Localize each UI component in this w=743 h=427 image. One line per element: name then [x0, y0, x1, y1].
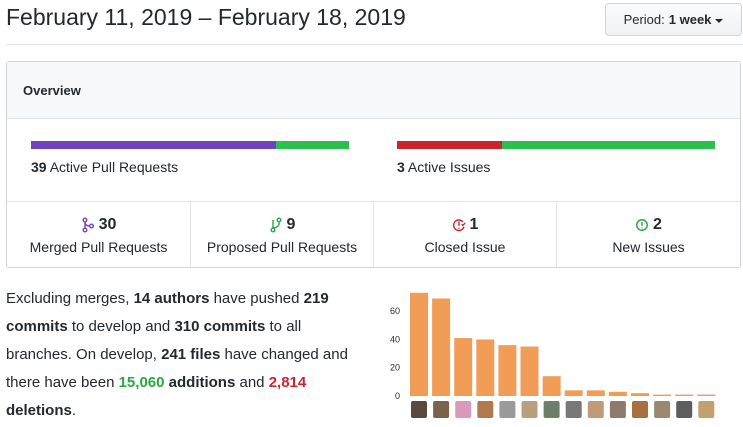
- contributor-avatar[interactable]: [654, 401, 671, 418]
- overview-header: Overview: [7, 62, 740, 119]
- merged-segment: [31, 141, 276, 149]
- summary-text: and: [235, 374, 269, 391]
- contributor-avatar[interactable]: [477, 401, 494, 418]
- stat-count: 2: [653, 216, 662, 233]
- issue-closed-icon: [452, 219, 466, 232]
- contributor-bar[interactable]: [653, 394, 672, 396]
- overview-title: Overview: [23, 82, 81, 98]
- closed-segment: [397, 141, 502, 149]
- stat-proposed-pull-requests[interactable]: 9 Proposed Pull Requests: [191, 202, 374, 267]
- contributors-bar-chart: 0 20 40 60: [390, 292, 716, 418]
- stat-label: New Issues: [612, 239, 685, 255]
- contributor-bar[interactable]: [608, 391, 627, 396]
- period-label: Period:: [623, 12, 665, 27]
- contributor-bar[interactable]: [520, 346, 539, 396]
- summary-text: have pushed: [209, 290, 304, 307]
- page-title: February 11, 2019 – February 18, 2019: [6, 4, 406, 30]
- contributor-bar[interactable]: [454, 338, 473, 396]
- contributor-avatar[interactable]: [632, 401, 648, 418]
- contributor-avatar[interactable]: [433, 401, 450, 418]
- y-tick-label: 60: [390, 306, 400, 316]
- activity-bars-row: 39 Active Pull Requests 3 Active Issues: [7, 119, 740, 202]
- contributor-avatar[interactable]: [499, 401, 516, 418]
- commits-develop-count: 219 commits: [6, 290, 329, 335]
- active-issues-label[interactable]: 3 Active Issues: [397, 159, 490, 175]
- stat-new-issues[interactable]: 2 New Issues: [557, 202, 740, 267]
- stat-closed-issue[interactable]: 1 Closed Issue: [374, 202, 557, 267]
- y-tick-label: 0: [395, 391, 400, 401]
- deletions-count: 2,814: [268, 374, 307, 391]
- contributor-bar[interactable]: [476, 339, 495, 396]
- files-count: 241 files: [161, 346, 221, 363]
- summary-text: to all branches. On develop,: [6, 318, 302, 363]
- issues-progress-bar[interactable]: [397, 141, 715, 149]
- additions-label: additions: [164, 374, 236, 391]
- contributor-avatar[interactable]: [521, 401, 538, 418]
- commits-all-count: 310 commits: [174, 318, 266, 335]
- stat-count: 9: [286, 216, 296, 233]
- additions-count: 15,060: [118, 374, 165, 391]
- git-merge-icon: [82, 217, 94, 233]
- contributor-bar[interactable]: [542, 376, 561, 396]
- period-dropdown-button[interactable]: Period: 1 week: [605, 3, 742, 36]
- active-issues-text: Active Issues: [407, 159, 491, 175]
- open-segment: [501, 141, 715, 149]
- divider: [6, 44, 743, 45]
- contributor-avatar[interactable]: [411, 401, 427, 418]
- caret-down-icon: [715, 18, 724, 23]
- stat-merged-pull-requests[interactable]: 30 Merged Pull Requests: [7, 202, 191, 267]
- stat-count: 30: [98, 216, 117, 233]
- header: February 11, 2019 – February 18, 2019 Pe…: [6, 0, 743, 44]
- issue-opened-icon: [636, 219, 648, 231]
- git-pull-request-icon: [270, 217, 282, 233]
- contributor-bar[interactable]: [564, 390, 583, 396]
- authors-count: 14 authors: [133, 290, 210, 307]
- deletions-label: deletions: [6, 402, 72, 419]
- y-tick-label: 20: [390, 363, 400, 373]
- period-value: 1 week: [668, 12, 712, 27]
- contributor-avatar[interactable]: [698, 401, 715, 418]
- pull-requests-progress-bar[interactable]: [31, 141, 349, 149]
- open-segment: [275, 141, 349, 149]
- contributor-bar[interactable]: [697, 394, 716, 396]
- contributor-bar[interactable]: [586, 390, 605, 396]
- contributor-avatar[interactable]: [676, 401, 693, 418]
- contributor-bar[interactable]: [675, 394, 694, 396]
- active-issues-count: 3: [397, 159, 405, 175]
- stat-label: Merged Pull Requests: [29, 239, 168, 255]
- stat-label: Closed Issue: [424, 239, 506, 255]
- stats-row: 30 Merged Pull Requests 9 Proposed Pull …: [7, 202, 740, 267]
- y-tick-label: 40: [390, 334, 400, 344]
- overview-panel: Overview 39 Active Pull Requests 3 Activ…: [6, 61, 741, 268]
- stat-count: 1: [469, 216, 479, 233]
- active-pull-requests-text: Active Pull Requests: [49, 159, 179, 175]
- active-pull-requests-label[interactable]: 39 Active Pull Requests: [31, 159, 178, 175]
- commit-summary: Excluding merges, 14 authors have pushed…: [6, 285, 366, 425]
- contributor-avatar[interactable]: [565, 401, 582, 418]
- contributor-bar[interactable]: [432, 298, 451, 396]
- summary-text: .: [71, 402, 77, 419]
- contributor-avatar[interactable]: [455, 401, 472, 418]
- contributor-bar[interactable]: [410, 292, 428, 396]
- contributor-bar[interactable]: [498, 345, 517, 396]
- summary-text: have changed and there have been: [6, 346, 348, 391]
- stat-label: Proposed Pull Requests: [206, 239, 358, 255]
- summary-text: Excluding merges,: [6, 290, 134, 307]
- active-pull-requests-count: 39: [31, 159, 47, 175]
- contributor-bar[interactable]: [631, 393, 649, 396]
- summary-text: to develop and: [67, 318, 175, 335]
- contributor-avatar[interactable]: [609, 401, 626, 418]
- contributor-avatar[interactable]: [543, 401, 560, 418]
- contributor-avatar[interactable]: [587, 401, 604, 418]
